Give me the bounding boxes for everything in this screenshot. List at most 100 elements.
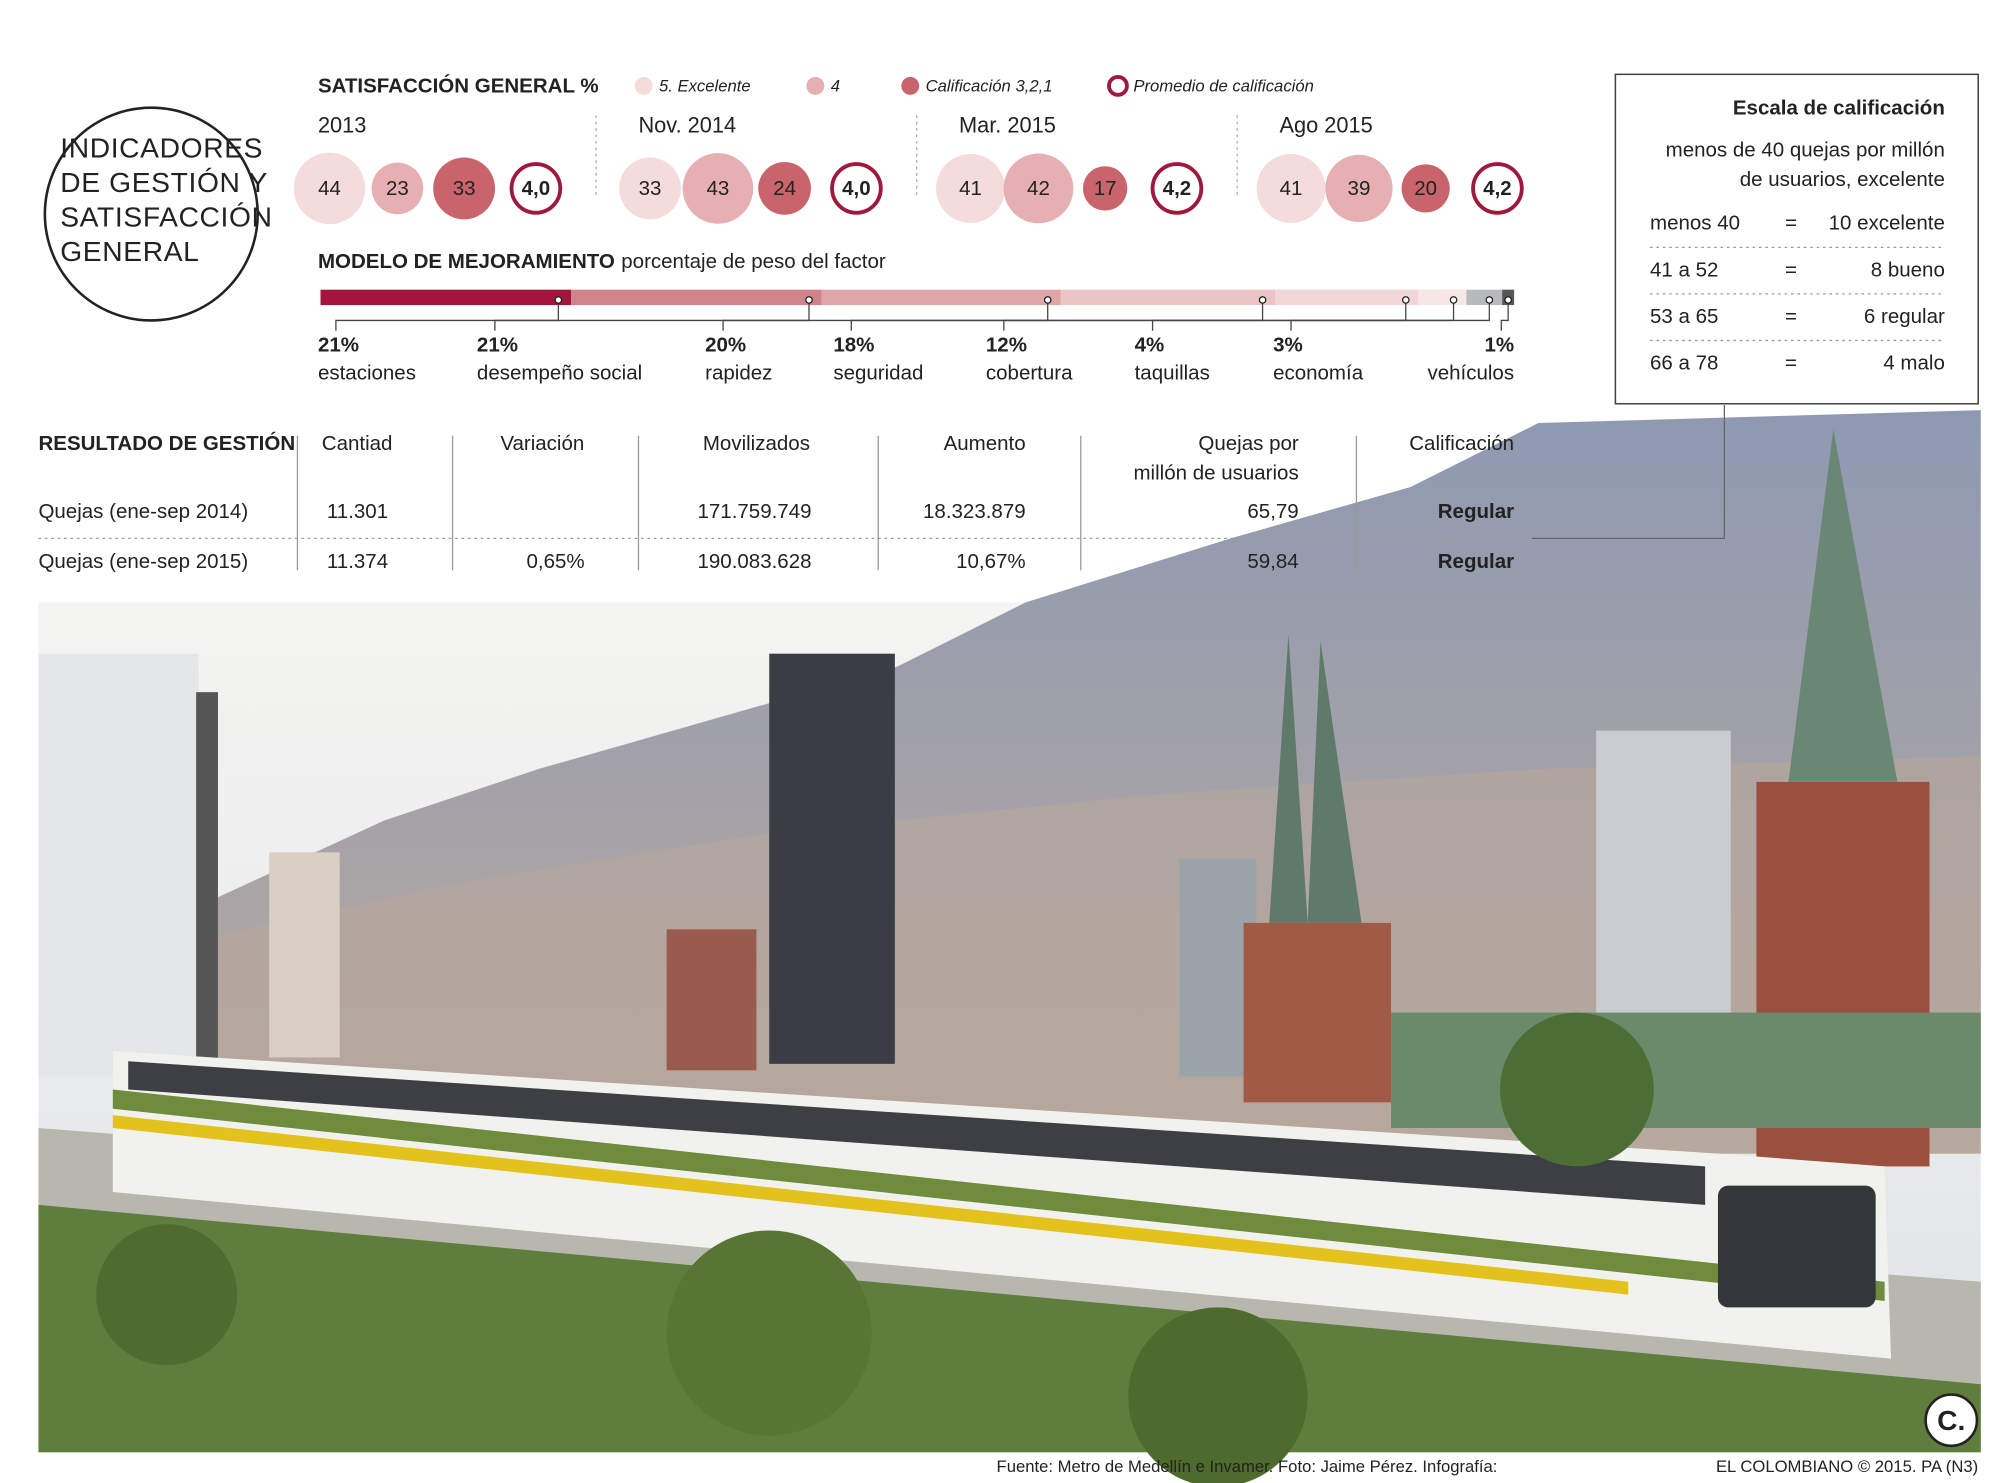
scale-grade: 4 malo — [1883, 351, 1945, 374]
factor-value: 21% — [477, 333, 518, 356]
period-label: 2013 — [318, 113, 366, 138]
table-cell: 18.323.879 — [923, 500, 1026, 523]
satisfaction-bubble — [1082, 166, 1128, 211]
factor-leader — [1500, 299, 1509, 331]
factor-value: 21% — [318, 333, 359, 356]
model-title-text: MODELO DE MEJORAMIENTO — [318, 250, 615, 273]
logo: C. — [1937, 1404, 1965, 1436]
average-label: 4,0 — [842, 177, 871, 200]
scale-grade: 6 regular — [1864, 305, 1945, 328]
factor-dot — [1449, 296, 1458, 304]
table-cell: 10,67% — [956, 550, 1026, 573]
factor-value: 4% — [1135, 333, 1165, 356]
factor-leader — [335, 299, 559, 331]
factor-leader — [1290, 299, 1490, 331]
factor-value: 18% — [833, 333, 874, 356]
scale-note: de usuarios, excelente — [1740, 168, 1945, 191]
factor-label: taquillas — [1135, 362, 1210, 385]
factor-segment — [1418, 289, 1467, 306]
table-cell: 65,79 — [1247, 500, 1298, 523]
bubble-label: 43 — [707, 177, 730, 200]
legend-label: 4 — [831, 77, 840, 96]
table-header: Aumento — [944, 432, 1026, 455]
dividers — [595, 115, 1238, 199]
title-line: DE GESTIÓN Y — [60, 166, 268, 198]
bubble-label: 17 — [1094, 177, 1117, 200]
legend-label: Promedio de calificación — [1133, 77, 1314, 96]
title-line: INDICADORES — [60, 131, 263, 163]
satisfaction-title: SATISFACCIÓN GENERAL % — [318, 74, 599, 98]
legend-label: 5. Excelente — [659, 77, 751, 96]
factor-dot — [1485, 296, 1494, 304]
satisfaction-bubble — [758, 162, 811, 215]
table-cell: Quejas (ene-sep 2015) — [38, 550, 248, 573]
scale-eq: = — [1785, 351, 1797, 374]
satisfaction-bubble — [936, 153, 1005, 223]
table-cell: 11.301 — [327, 500, 388, 523]
scale-eq: = — [1785, 305, 1797, 328]
bubble-label: 24 — [773, 177, 796, 200]
table-cell: 59,84 — [1247, 550, 1298, 573]
satisfaction-bubble — [293, 152, 366, 225]
factor-dot — [805, 296, 813, 304]
bubble-label: 39 — [1348, 177, 1371, 200]
factor-dot — [1504, 296, 1512, 304]
scale-eq: = — [1785, 212, 1797, 235]
bubble-label: 20 — [1414, 177, 1437, 200]
legend-swatch — [806, 76, 825, 95]
factor-value: 3% — [1273, 333, 1303, 356]
factor-label: seguridad — [833, 362, 923, 385]
table-header: Movilizados — [703, 432, 810, 455]
average-label: 4,2 — [1483, 177, 1512, 200]
scale-leader — [1532, 405, 1726, 539]
period-label: Nov. 2014 — [638, 113, 736, 138]
factor-segment — [571, 289, 822, 306]
average-label: 4,2 — [1163, 177, 1192, 200]
scale-range: 66 a 78 — [1650, 351, 1718, 374]
footer-source: Fuente: Metro de Medellín e Invamer. Fot… — [997, 1457, 1498, 1476]
factor-segment — [320, 289, 572, 306]
scale-range: 41 a 52 — [1650, 258, 1718, 281]
factor-dot — [1043, 296, 1052, 304]
factor-value: 1% — [1484, 333, 1514, 356]
title-line: GENERAL — [60, 235, 199, 267]
factor-label: rapidez — [705, 362, 772, 385]
table-header: Calificación — [1409, 432, 1514, 455]
table-header: Cantiad — [322, 432, 393, 455]
satisfaction-bubble — [682, 153, 754, 224]
logo-badge — [1924, 1393, 1979, 1448]
bubble-label: 33 — [639, 177, 662, 200]
factor-segment — [1275, 289, 1419, 306]
bubble-label: 41 — [959, 177, 982, 200]
factor-label: vehículos — [1427, 362, 1514, 385]
period-label: Ago 2015 — [1279, 113, 1372, 138]
satisfaction-bubble — [1003, 153, 1074, 224]
scale-note: menos de 40 quejas por millón — [1666, 139, 1945, 162]
scale-grade: 8 bueno — [1871, 258, 1945, 281]
table-title: RESULTADO DE GESTIÓN — [38, 431, 295, 455]
average-ring — [1150, 162, 1204, 215]
table-cell: 0,65% — [526, 550, 584, 573]
table-header: Quejas por — [1198, 432, 1298, 455]
average-ring — [830, 162, 883, 215]
table-cell: Regular — [1438, 550, 1514, 573]
scale-eq: = — [1785, 258, 1797, 281]
satisfaction-bubble — [1256, 153, 1326, 223]
bubble-label: 33 — [453, 177, 476, 200]
table-cell: Quejas (ene-sep 2014) — [38, 500, 248, 523]
bubble-label: 41 — [1280, 177, 1303, 200]
average-label: 4,0 — [522, 177, 551, 200]
scale-box — [1614, 73, 1979, 405]
table-header: millón de usuarios — [1133, 462, 1298, 485]
factor-segment — [1466, 289, 1503, 306]
satisfaction-bubble — [433, 157, 496, 220]
period-label: Mar. 2015 — [959, 113, 1056, 138]
bubble-label: 42 — [1027, 177, 1050, 200]
satisfaction-bubble — [1401, 164, 1450, 213]
title-line: SATISFACCIÓN — [60, 201, 272, 233]
scale-range: 53 a 65 — [1650, 305, 1718, 328]
average-ring — [1471, 162, 1524, 215]
satisfaction-bubble — [619, 157, 681, 220]
bubble-label: 44 — [318, 177, 341, 200]
